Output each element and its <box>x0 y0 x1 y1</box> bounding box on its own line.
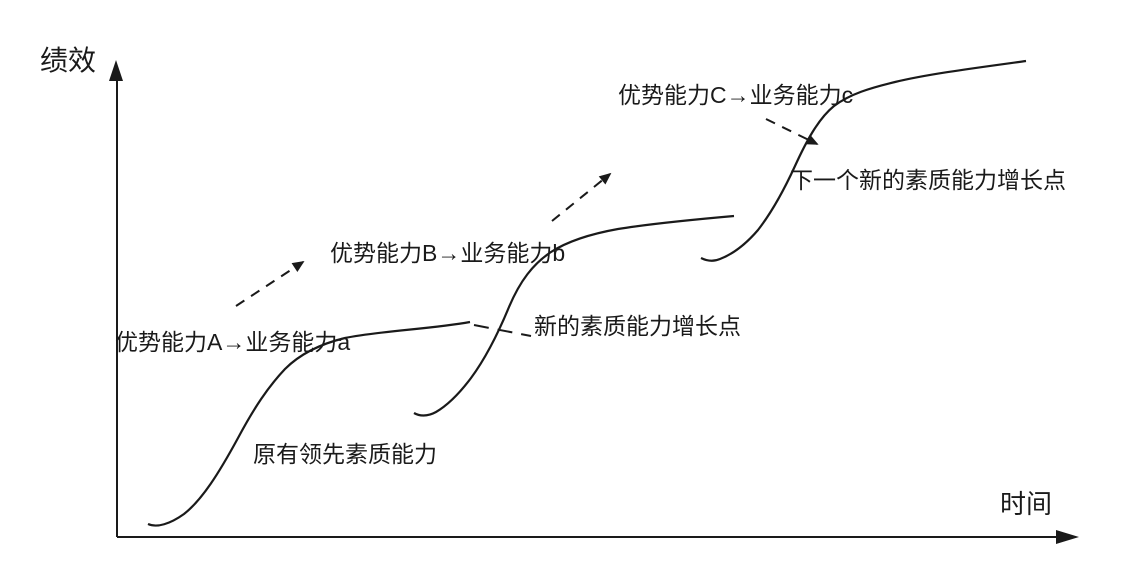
dashed-arrow-b-to-c <box>551 172 612 222</box>
label-stage-b: 优势能力B→业务能力b <box>330 240 565 266</box>
y-axis-label: 绩效 <box>40 45 96 76</box>
x-axis-arrowhead-icon <box>1056 530 1079 544</box>
dashed-arrow-a-to-b <box>235 261 305 307</box>
s-curve-1 <box>147 320 471 527</box>
label-new-growth-point: 新的素质能力增长点 <box>534 313 741 339</box>
label-stage-a: 优势能力A→业务能力a <box>115 329 350 355</box>
s-curve-2 <box>413 214 735 417</box>
label-original-capability: 原有领先素质能力 <box>253 441 437 467</box>
x-axis-label: 时间 <box>1000 489 1052 519</box>
label-stage-c: 优势能力C→业务能力c <box>618 82 853 108</box>
s-curve-3 <box>700 59 1027 262</box>
y-axis-arrowhead-icon <box>109 60 123 81</box>
dashed-arrow-c-to-growth-point <box>765 118 819 145</box>
x-axis <box>117 530 1079 544</box>
y-axis <box>109 60 123 537</box>
growth-point-dashed-link <box>473 324 532 337</box>
label-next-growth-point: 下一个新的素质能力增长点 <box>790 167 1066 193</box>
